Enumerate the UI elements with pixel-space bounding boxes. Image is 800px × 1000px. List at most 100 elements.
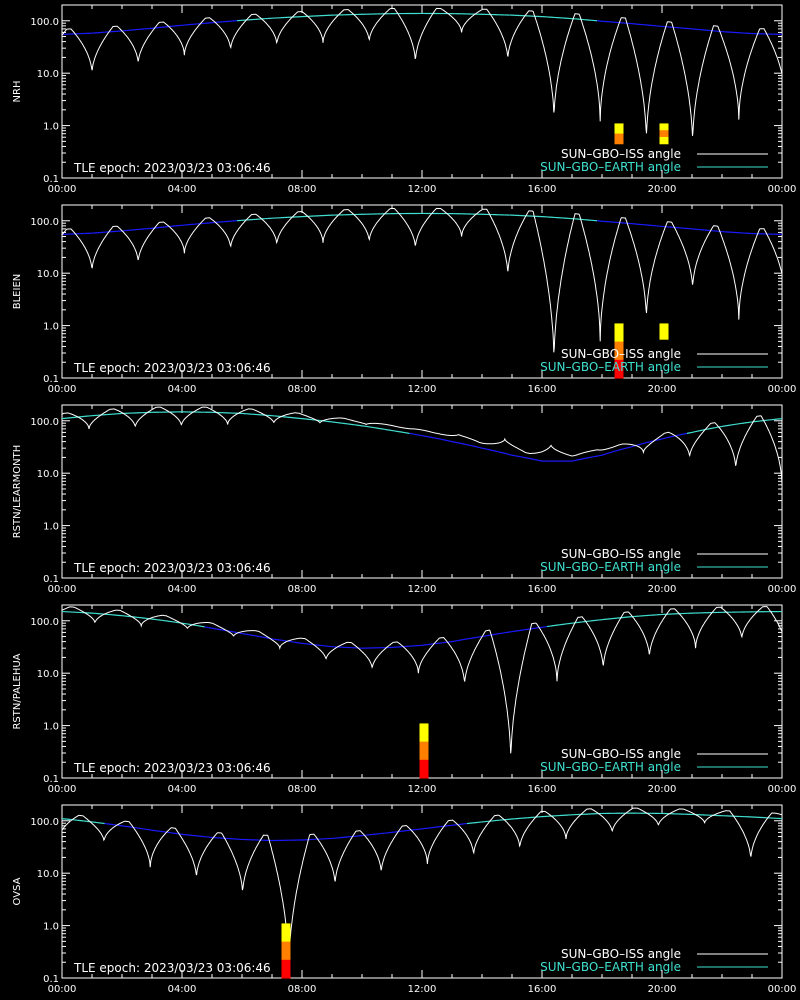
tle-epoch-annotation: TLE epoch: 2023/03/23 03:06:46 — [73, 561, 271, 575]
earth-angle-segment — [616, 449, 620, 452]
x-tick-label: 00:00 — [48, 584, 77, 595]
x-tick-label: 20:00 — [648, 384, 677, 395]
earth-angle-segment — [476, 446, 480, 449]
y-tick-label: 100.0 — [30, 217, 59, 228]
visibility-bar-segment — [614, 133, 624, 145]
y-tick-label: 0.1 — [43, 774, 59, 785]
x-tick-label: 00:00 — [48, 984, 77, 995]
visibility-bar-segment — [659, 136, 669, 145]
iss-angle-series — [61, 207, 783, 353]
x-tick-label: 00:00 — [48, 184, 77, 195]
earth-angle-segment — [631, 445, 635, 448]
y-tick-label: 10.0 — [37, 669, 59, 680]
y-tick-label: 100.0 — [30, 417, 59, 428]
y-tick-label: 0.1 — [43, 174, 59, 185]
earth-angle-segment — [669, 435, 673, 438]
panel-nrh: 0.1 1.0 10.0 100.0 00:00 04:00 08:00 12:00 16:00… — [12, 4, 796, 195]
x-tick-label: 00:00 — [768, 784, 797, 795]
x-tick-label: 08:00 — [288, 784, 317, 795]
earth-angle-series — [61, 411, 783, 462]
earth-angle-segment — [446, 439, 450, 442]
x-tick-label: 04:00 — [168, 384, 197, 395]
visibility-bar-segment — [659, 130, 669, 138]
y-tick-label: 100.0 — [30, 617, 59, 628]
visibility-bar-segment — [614, 359, 624, 379]
earth-angle-segment — [529, 457, 533, 460]
tle-epoch-annotation: TLE epoch: 2023/03/23 03:06:46 — [73, 361, 271, 375]
x-tick-label: 20:00 — [648, 184, 677, 195]
visibility-bar-segment — [419, 741, 429, 761]
earth-angle-segment — [499, 451, 503, 454]
x-tick-label: 12:00 — [408, 984, 437, 995]
x-tick-label: 04:00 — [168, 184, 197, 195]
visibility-bar-segment — [281, 923, 291, 943]
y-tick-label: 1.0 — [43, 522, 59, 533]
earth-angle-segment — [606, 452, 610, 455]
y-tick-label: 1.0 — [43, 322, 59, 333]
earth-angle-segment — [464, 443, 468, 446]
y-tick-label: 10.0 — [37, 69, 59, 80]
y-axis-label: RSTN/PALEHUA — [12, 653, 23, 729]
x-tick-label: 08:00 — [288, 384, 317, 395]
visibility-bar-segment — [614, 123, 624, 135]
earth-angle-segment — [459, 442, 463, 445]
y-tick-label: 0.1 — [43, 974, 59, 985]
earth-angle-segment — [571, 459, 575, 462]
x-tick-label: 08:00 — [288, 584, 317, 595]
earth-angle-segment — [621, 447, 625, 450]
iss-angle-series — [61, 406, 783, 485]
earth-angle-segment — [609, 451, 613, 454]
visibility-bar-segment — [659, 123, 669, 131]
earth-angle-segment — [604, 453, 608, 455]
x-tick-label: 08:00 — [288, 984, 317, 995]
earth-angle-segment — [469, 444, 473, 447]
earth-angle-segment — [696, 430, 700, 432]
legend-earth-label: SUN–GBO–EARTH angle — [540, 960, 681, 974]
earth-angle-segment — [664, 437, 668, 439]
earth-angle-segment — [504, 452, 508, 455]
tle-epoch-annotation: TLE epoch: 2023/03/23 03:06:46 — [73, 761, 271, 775]
panel-ovsa: 0.1 1.0 10.0 100.0 00:00 04:00 08:00 12:00 16:00… — [12, 804, 797, 995]
x-tick-label: 16:00 — [528, 184, 557, 195]
earth-angle-series — [61, 610, 783, 649]
earth-angle-segment — [461, 443, 465, 445]
earth-angle-segment — [691, 431, 695, 433]
x-tick-label: 20:00 — [648, 984, 677, 995]
earth-angle-segment — [684, 432, 688, 435]
visibility-bar-segment — [281, 959, 291, 979]
y-axis-label: OVSA — [12, 877, 23, 905]
earth-angle-segment — [456, 442, 460, 444]
legend-iss-label: SUN–GBO–ISS angle — [561, 947, 681, 961]
earth-angle-series — [61, 12, 783, 35]
x-tick-label: 20:00 — [648, 584, 677, 595]
earth-angle-segment — [531, 458, 535, 461]
earth-angle-segment — [679, 433, 683, 436]
earth-angle-segment — [441, 438, 445, 441]
earth-angle-segment — [646, 441, 650, 444]
earth-angle-segment — [439, 438, 443, 441]
x-tick-label: 00:00 — [48, 384, 77, 395]
earth-angle-segment — [574, 459, 578, 462]
tle-epoch-annotation: TLE epoch: 2023/03/23 03:06:46 — [73, 161, 271, 175]
earth-angle-segment — [501, 452, 505, 454]
earth-angle-segment — [474, 445, 478, 448]
x-tick-label: 00:00 — [768, 984, 797, 995]
earth-angle-segment — [539, 459, 543, 462]
earth-angle-segment — [534, 458, 538, 461]
earth-angle-segment — [661, 437, 665, 440]
earth-angle-segment — [494, 450, 498, 453]
earth-angle-segment — [619, 448, 623, 451]
earth-angle-segment — [699, 429, 703, 432]
earth-angle-segment — [629, 446, 633, 448]
earth-angle-segment — [694, 430, 698, 433]
y-axis-label: BLEIEN — [12, 274, 23, 310]
x-tick-label: 16:00 — [528, 584, 557, 595]
y-tick-label: 0.1 — [43, 374, 59, 385]
earth-angle-segment — [581, 457, 585, 460]
earth-angle-segment — [676, 434, 680, 437]
x-tick-label: 12:00 — [408, 584, 437, 595]
earth-angle-segment — [471, 445, 475, 447]
earth-angle-segment — [579, 458, 583, 461]
x-tick-label: 08:00 — [288, 184, 317, 195]
earth-angle-segment — [491, 449, 495, 452]
